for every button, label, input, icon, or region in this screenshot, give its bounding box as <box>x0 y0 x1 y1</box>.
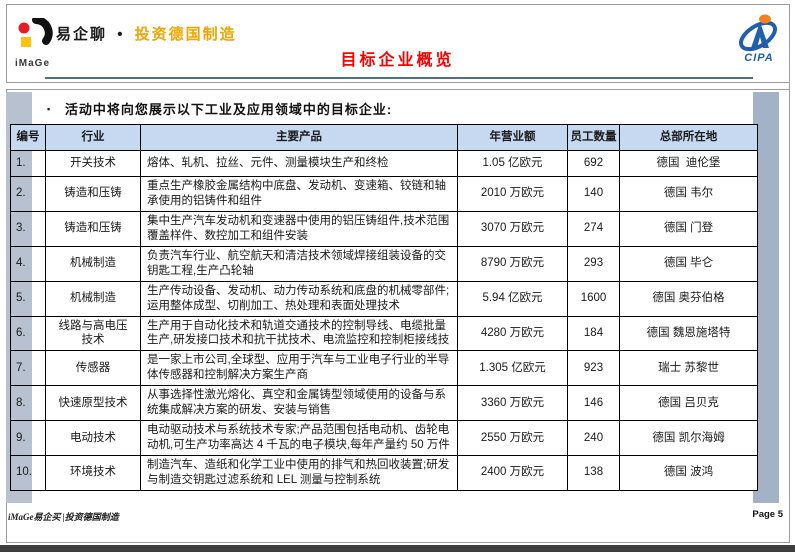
cell-hq: 德国 毕仑 <box>619 245 758 282</box>
table-row: 10. 环境技术 制造汽车、造纸和化学工业中使用的排气和热回收装置;研发与制造交钥匙… <box>10 455 758 491</box>
header-employees: 员工数量 <box>567 124 620 151</box>
bullet-icon: ▪ <box>47 104 52 114</box>
cell-products: 制造汽车、造纸和化学工业中使用的排气和热回收装置;研发与制造交钥匙过滤系统和 L… <box>140 455 458 491</box>
cell-revenue: 3070 万欧元 <box>457 210 568 247</box>
cell-industry: 线路与高电压技术 <box>45 315 141 352</box>
cell-employees: 293 <box>567 245 620 282</box>
page-title: 目标企业概览 <box>340 52 455 69</box>
cell-products: 从事选择性激光熔化、真空和金属铸型领域使用的设备与系统集成解决方案的研发、安装与… <box>140 385 458 422</box>
cell-revenue: 4280 万欧元 <box>457 315 568 352</box>
brand-name: 易企聊 <box>56 26 108 43</box>
cell-employees: 184 <box>567 315 620 352</box>
cell-products: 熔体、轧机、拉丝、元件、测量模块生产和终检 <box>140 150 458 177</box>
cell-employees: 146 <box>567 385 620 422</box>
cell-no: 9. <box>10 420 46 456</box>
header-hq: 总部所在地 <box>619 124 758 151</box>
cell-no: 3. <box>10 210 46 247</box>
table-row: 3. 铸造和压铸 集中生产汽车发动机和变速器中使用的铝压铸组件,技术范围覆盖样件、数… <box>10 210 758 247</box>
brand-separator-dot: • <box>117 26 125 43</box>
intro-line: ▪ 活动中将向您展示以下工业及应用领域中的目标企业: <box>47 99 392 118</box>
header-no: 编号 <box>10 124 46 151</box>
cell-hq: 德国 奥芬伯格 <box>619 280 758 317</box>
cell-revenue: 8790 万欧元 <box>457 245 568 282</box>
cell-hq: 德国 门登 <box>619 210 758 247</box>
table-header-row: 编号 行业 主要产品 年营业额 员工数量 总部所在地 <box>10 124 758 151</box>
cell-products: 集中生产汽车发动机和变速器中使用的铝压铸组件,技术范围覆盖样件、数控加工和组件安… <box>140 210 458 247</box>
footer-brand: iMaGe易企买 |投资德国制造 <box>8 512 119 522</box>
cell-hq: 德国 吕贝克 <box>619 385 758 422</box>
cell-no: 4. <box>10 245 46 282</box>
cell-hq: 德国 迪伦堡 <box>619 150 758 177</box>
table-row: 2. 铸造和压铸 重点生产橡胶金属结构中底盘、发动机、变速箱、铰链和轴承使用的铝铸件… <box>10 176 758 212</box>
cell-employees: 274 <box>567 210 620 247</box>
header-divider-band <box>6 82 789 90</box>
header-products: 主要产品 <box>140 124 458 151</box>
cell-no: 10. <box>10 455 46 491</box>
cell-no: 8. <box>10 385 46 422</box>
header-revenue: 年营业额 <box>457 124 568 151</box>
cell-revenue: 3360 万欧元 <box>457 385 568 422</box>
cell-revenue: 5.94 亿欧元 <box>457 280 568 317</box>
enterprise-table: 编号 行业 主要产品 年营业额 员工数量 总部所在地 1. 开关技术 熔体、轧机、拉… <box>10 124 758 491</box>
cell-industry: 机械制造 <box>45 280 141 317</box>
bottom-edge-strip <box>0 545 795 552</box>
cell-products: 是一家上市公司,全球型、应用于汽车与工业电子行业的半导体传感器和控制解决方案生产… <box>140 350 458 387</box>
cell-industry: 快速原型技术 <box>45 385 141 422</box>
cell-no: 6. <box>10 315 46 352</box>
header-underline <box>45 77 753 79</box>
cell-products: 重点生产橡胶金属结构中底盘、发动机、变速箱、铰链和轴承使用的铝铸件和组件 <box>140 176 458 212</box>
cell-hq: 德国 魏恩施塔特 <box>619 315 758 352</box>
cell-products: 电动驱动技术与系统技术专家;产品范围包括电动机、齿轮电动机,可生产功率高达 4 … <box>140 420 458 456</box>
table-row: 5. 机械制造 生产传动设备、发动机、动力传动系统和底盘的机械零部件;运用整体成型、… <box>10 280 758 317</box>
cell-revenue: 2400 万欧元 <box>457 455 568 491</box>
cell-employees: 240 <box>567 420 620 456</box>
cell-no: 5. <box>10 280 46 317</box>
cell-industry: 传感器 <box>45 350 141 387</box>
enterprise-table-wrap: 编号 行业 主要产品 年营业额 员工数量 总部所在地 1. 开关技术 熔体、轧机、拉… <box>10 124 758 491</box>
cell-industry: 电动技术 <box>45 420 141 456</box>
cell-employees: 923 <box>567 350 620 387</box>
page-number: Page 5 <box>752 509 783 520</box>
brand-tagline: 投资德国制造 <box>134 26 237 43</box>
table-row: 9. 电动技术 电动驱动技术与系统技术专家;产品范围包括电动机、齿轮电动机,可生产功… <box>10 420 758 456</box>
cell-hq: 德国 韦尔 <box>619 176 758 212</box>
cell-industry: 机械制造 <box>45 245 141 282</box>
cell-industry: 开关技术 <box>45 150 141 177</box>
cell-employees: 692 <box>567 150 620 177</box>
table-row: 6. 线路与高电压技术 生产用于自动化技术和轨道交通技术的控制导线、电缆批量生产,研… <box>10 315 758 352</box>
table-row: 4. 机械制造 负责汽车行业、航空航天和清洁技术领域焊接组装设备的交钥匙工程,生产凸… <box>10 245 758 282</box>
cell-revenue: 1.05 亿欧元 <box>457 150 568 177</box>
intro-text: 活动中将向您展示以下工业及应用领域中的目标企业: <box>64 102 393 117</box>
cell-products: 负责汽车行业、航空航天和清洁技术领域焊接组装设备的交钥匙工程,生产凸轮轴 <box>140 245 458 282</box>
cell-no: 2. <box>10 176 46 212</box>
cell-industry: 铸造和压铸 <box>45 176 141 212</box>
image-logo-text: iMaGe <box>15 58 51 69</box>
cell-revenue: 2550 万欧元 <box>457 420 568 456</box>
cell-industry: 铸造和压铸 <box>45 210 141 247</box>
cell-no: 7. <box>10 350 46 387</box>
cipa-logo-text: CIPA <box>744 52 773 64</box>
table-row: 8. 快速原型技术 从事选择性激光熔化、真空和金属铸型领域使用的设备与系统集成解决方… <box>10 385 758 422</box>
table-row: 7. 传感器 是一家上市公司,全球型、应用于汽车与工业电子行业的半导体传感器和控制解… <box>10 350 758 387</box>
cipa-logo: CIPA <box>731 12 787 69</box>
cipa-logo-icon: CIPA <box>739 14 777 64</box>
cell-revenue: 1.305 亿欧元 <box>457 350 568 387</box>
cell-products: 生产用于自动化技术和轨道交通技术的控制导线、电缆批量生产,研发接口技术和抗干扰技… <box>140 315 458 352</box>
cell-industry: 环境技术 <box>45 455 141 491</box>
image-logo-icon <box>18 16 53 47</box>
cell-revenue: 2010 万欧元 <box>457 176 568 212</box>
cell-no: 1. <box>10 150 46 177</box>
cell-hq: 德国 波鸿 <box>619 455 758 491</box>
image-logo: iMaGe <box>15 16 69 69</box>
cell-products: 生产传动设备、发动机、动力传动系统和底盘的机械零部件;运用整体成型、切削加工、热… <box>140 280 458 317</box>
cell-hq: 瑞士 苏黎世 <box>619 350 758 387</box>
table-row: 1. 开关技术 熔体、轧机、拉丝、元件、测量模块生产和终检 1.05 亿欧元 692 德国… <box>10 150 758 177</box>
cell-employees: 1600 <box>567 280 620 317</box>
brand-line: 易企聊 • 投资德国制造 <box>56 23 237 44</box>
header-industry: 行业 <box>45 124 141 151</box>
cell-employees: 140 <box>567 176 620 212</box>
cell-hq: 德国 凯尔海姆 <box>619 420 758 456</box>
cell-employees: 138 <box>567 455 620 491</box>
